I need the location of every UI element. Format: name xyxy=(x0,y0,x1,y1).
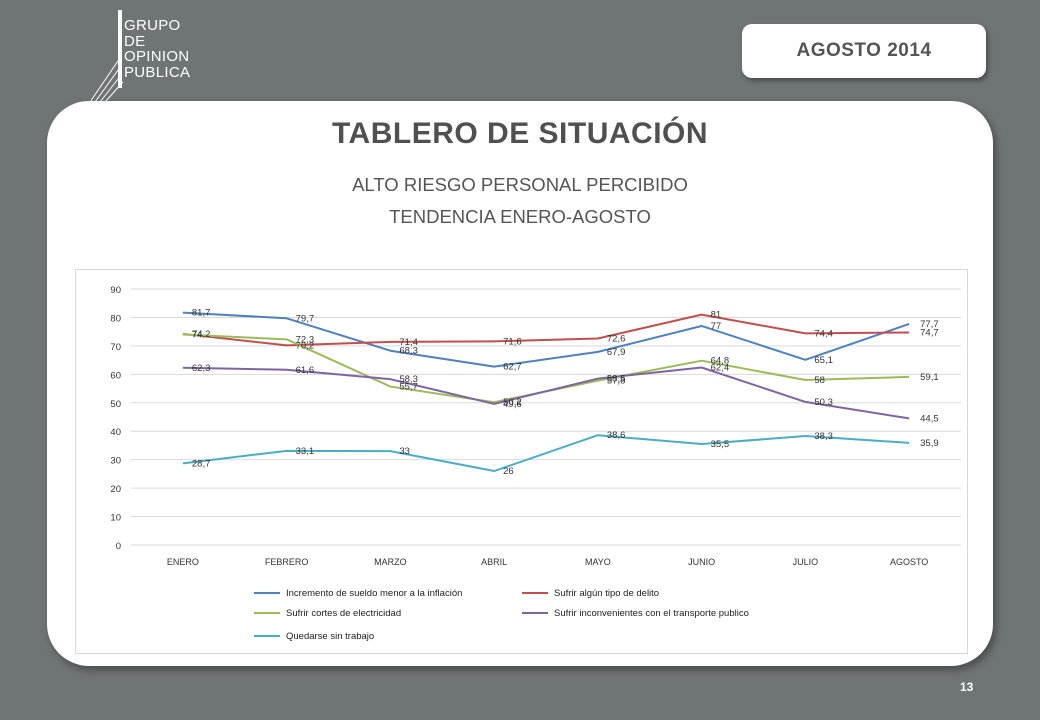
series-line xyxy=(182,434,910,473)
line-chart: 0 10 20 30 40 50 60 70 80 90 ENERO FEBRERO MARZO ABRI… xyxy=(75,269,968,654)
x-tick-label: FEBRERO xyxy=(265,557,309,567)
legend-label: Quedarse sin trabajo xyxy=(286,631,374,642)
page-number: 13 xyxy=(960,680,974,694)
data-label: 55,7 xyxy=(399,382,418,393)
chart-subtitle-1: ALTO RIESGO PERSONAL PERCIBIDO xyxy=(352,174,688,195)
x-tick-label: MARZO xyxy=(374,557,407,567)
data-label: 35,9 xyxy=(920,438,939,449)
y-tick-label: 70 xyxy=(110,342,121,353)
logo-line: PUBLICA xyxy=(124,63,191,81)
data-label: 71,6 xyxy=(503,336,522,347)
data-label: 58,3 xyxy=(399,374,418,385)
data-label: 74,7 xyxy=(920,328,939,339)
data-label: 77 xyxy=(711,321,722,332)
data-label: 67,9 xyxy=(607,347,626,358)
data-label: 35,5 xyxy=(711,439,730,450)
y-tick-label: 0 xyxy=(116,541,121,552)
data-label: 44,5 xyxy=(920,413,939,424)
data-label: 71,4 xyxy=(399,337,418,348)
y-tick-label: 40 xyxy=(110,427,121,438)
data-label: 65,1 xyxy=(814,355,833,366)
legend-label: Incremento de sueldo menor a la inflació… xyxy=(286,588,462,599)
chart-canvas: 0 10 20 30 40 50 60 70 80 90 ENERO FEBRERO MARZO ABRI… xyxy=(110,285,961,642)
logo-graphic xyxy=(90,10,124,103)
y-tick-label: 80 xyxy=(110,313,121,324)
data-label: 81 xyxy=(711,310,722,321)
data-label: 72,3 xyxy=(296,334,315,345)
chart-subtitle-2: TENDENCIA ENERO-AGOSTO xyxy=(389,206,651,227)
x-tick-label: JUNIO xyxy=(688,557,715,567)
series-line xyxy=(182,311,910,368)
data-label: 50,3 xyxy=(814,397,833,408)
legend-label: Sufrir cortes de electricidad xyxy=(286,608,401,619)
data-label: 38,3 xyxy=(814,431,833,442)
data-label: 68,3 xyxy=(399,346,418,357)
data-label: 33 xyxy=(399,446,410,457)
date-badge: AGOSTO 2014 xyxy=(742,24,986,78)
data-label: 62,7 xyxy=(503,362,522,373)
data-label: 74,2 xyxy=(192,329,211,340)
data-label: 57,8 xyxy=(607,376,626,387)
legend-label: Sufrir algún tipo de delito xyxy=(554,588,659,599)
y-tick-label: 20 xyxy=(110,484,121,495)
data-label: 38,6 xyxy=(607,430,626,441)
data-label: 74,4 xyxy=(814,328,833,339)
page-title: TABLERO DE SITUACIÓN xyxy=(331,117,709,150)
series-line xyxy=(182,313,910,347)
series-line xyxy=(182,366,910,420)
x-tick-label: ABRIL xyxy=(481,557,507,567)
data-label: 33,1 xyxy=(296,446,315,457)
x-tick-label: AGOSTO xyxy=(890,557,928,567)
y-tick-label: 30 xyxy=(110,456,121,467)
data-label: 72,6 xyxy=(607,333,626,344)
data-label: 58,5 xyxy=(607,374,626,385)
logo-line: DE xyxy=(124,32,146,50)
data-label: 28,7 xyxy=(192,458,211,469)
logo-line: OPINION xyxy=(124,48,190,65)
legend-label: Sufrir inconvenientes con el transporte … xyxy=(554,608,749,619)
y-tick-label: 10 xyxy=(110,513,121,524)
x-tick-label: ENERO xyxy=(167,557,199,567)
y-tick-label: 60 xyxy=(110,370,121,381)
logo-line: GRUPO xyxy=(124,17,181,34)
data-label: 58 xyxy=(814,375,825,386)
data-label: 74 xyxy=(192,330,203,341)
data-label: 50,2 xyxy=(503,397,522,408)
data-label: 70,2 xyxy=(296,340,315,351)
y-tick-label: 50 xyxy=(110,399,121,410)
x-tick-label: MAYO xyxy=(585,557,611,567)
data-label: 64,8 xyxy=(711,356,730,367)
x-tick-label: JULIO xyxy=(793,557,819,567)
data-label: 62,3 xyxy=(192,363,211,374)
data-label: 49,6 xyxy=(503,399,522,410)
data-label: 26 xyxy=(503,466,514,477)
data-label: 79,7 xyxy=(296,313,315,324)
data-label: 61,6 xyxy=(296,365,315,376)
data-label: 77,7 xyxy=(920,319,939,330)
data-label: 81,7 xyxy=(192,308,211,319)
data-label: 59,1 xyxy=(920,372,939,383)
data-label: 62,4 xyxy=(711,363,730,374)
logo-text: GRUPO DE OPINION PUBLICA xyxy=(124,18,190,80)
y-tick-label: 90 xyxy=(110,285,121,296)
